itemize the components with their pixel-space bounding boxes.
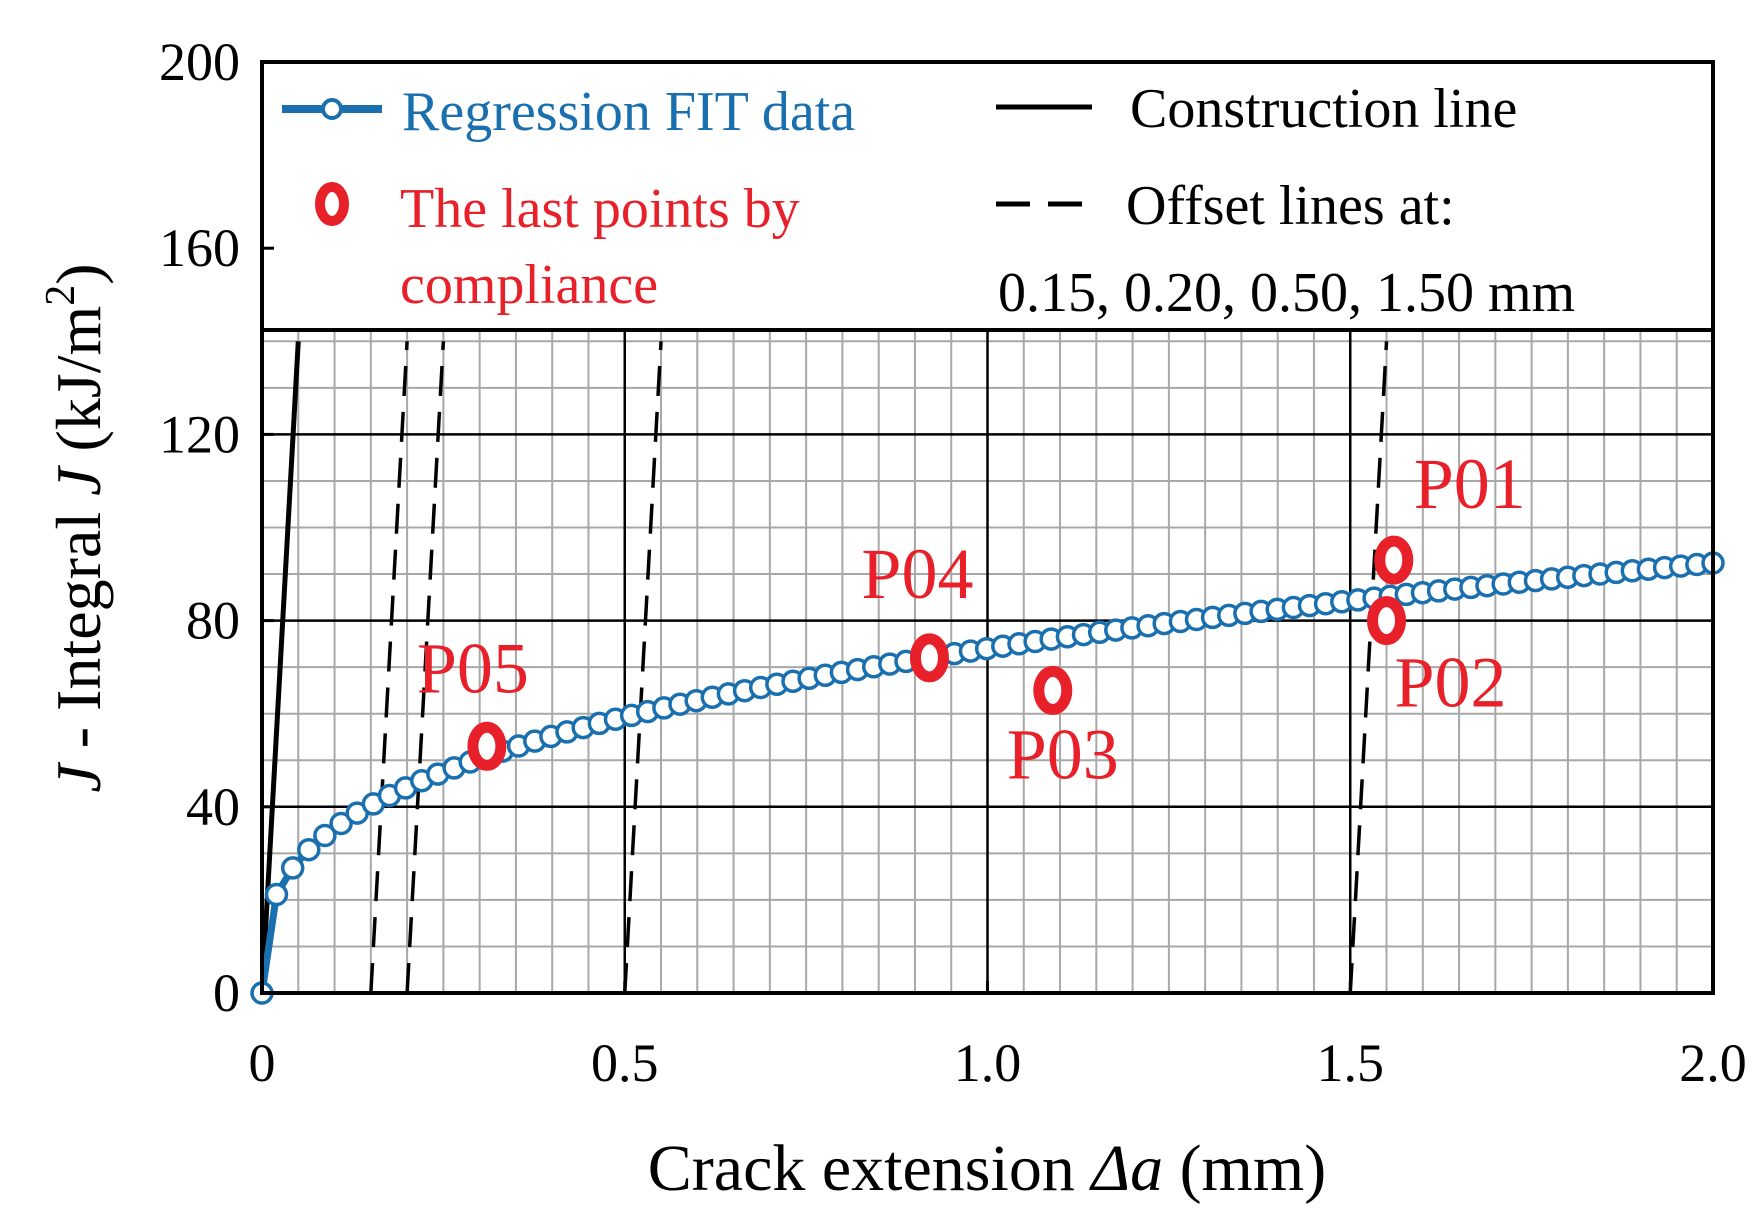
legend-last-points-label-line2: compliance bbox=[400, 254, 658, 316]
construction-line-segment bbox=[259, 341, 301, 994]
legend-offset-values: 0.15, 0.20, 0.50, 1.50 mm bbox=[998, 262, 1575, 324]
y-axis-title-close: ) bbox=[43, 263, 114, 284]
regression-fit-point bbox=[264, 882, 289, 907]
last-point-label-p02: P02 bbox=[1395, 643, 1507, 723]
last-points-series: P01 P02 P03 P04 P05 bbox=[417, 444, 1526, 794]
y-tick-label: 120 bbox=[159, 404, 240, 464]
x-axis-title-suffix: (mm) bbox=[1163, 1132, 1326, 1205]
last-point-marker-p01 bbox=[1374, 535, 1414, 585]
y-tick-label: 0 bbox=[213, 963, 240, 1023]
last-point-label-p03: P03 bbox=[1007, 714, 1119, 794]
legend-regression-marker-icon bbox=[321, 98, 343, 120]
regression-fit-point bbox=[280, 856, 305, 880]
last-point-marker-p02 bbox=[1367, 596, 1407, 646]
legend-last-points-entry: The last points by compliance bbox=[315, 178, 800, 316]
y-axis-title-symbol2: J bbox=[43, 465, 114, 496]
offset-line-0.15 bbox=[369, 341, 409, 994]
x-tick-label: 1.0 bbox=[954, 1033, 1022, 1093]
regression-fit-point bbox=[329, 811, 353, 836]
y-axis-title-unit: (kJ/m bbox=[43, 306, 114, 468]
x-axis-title-symbol: Δa bbox=[1088, 1132, 1163, 1205]
x-axis-ticks: 0 0.5 1.0 1.5 2.0 bbox=[249, 981, 1747, 1093]
last-point-label-p01: P01 bbox=[1414, 444, 1526, 524]
legend-regression-label: Regression FIT data bbox=[402, 81, 855, 143]
legend-offset-label: Offset lines at: bbox=[1126, 175, 1455, 237]
y-axis-title-symbol1: J bbox=[43, 762, 114, 793]
last-point-marker-p03 bbox=[1033, 665, 1073, 715]
last-point-label-p04: P04 bbox=[861, 534, 973, 614]
x-tick-label: 0.5 bbox=[591, 1033, 659, 1093]
regression-fit-series bbox=[250, 551, 1725, 1005]
legend-last-point-marker-icon bbox=[315, 182, 349, 226]
offset-line-1.50 bbox=[1348, 341, 1389, 994]
x-tick-label: 2.0 bbox=[1679, 1033, 1747, 1093]
y-tick-label: 40 bbox=[186, 777, 240, 837]
x-tick-label: 1.5 bbox=[1317, 1033, 1385, 1093]
legend-construction-entry: Construction line bbox=[996, 78, 1517, 140]
x-axis-title-prefix: Crack extension bbox=[648, 1132, 1092, 1205]
offset-line-0.20 bbox=[405, 341, 446, 994]
y-tick-label: 80 bbox=[186, 591, 240, 651]
major-grid bbox=[262, 330, 1713, 993]
minor-grid bbox=[262, 330, 1713, 993]
y-axis-title-middle: - Integral bbox=[43, 496, 114, 764]
y-axis-title-sup: 2 bbox=[38, 285, 84, 306]
regression-fit-point bbox=[297, 837, 321, 862]
y-axis-ticks: 0 40 80 120 160 200 bbox=[159, 32, 274, 1023]
construction-line bbox=[259, 341, 301, 994]
last-point-label-p05: P05 bbox=[417, 628, 529, 708]
x-tick-label: 0 bbox=[249, 1033, 276, 1093]
legend-offset-entry: Offset lines at: 0.15, 0.20, 0.50, 1.50 … bbox=[996, 175, 1575, 324]
last-point-marker-p05 bbox=[467, 721, 507, 771]
legend-regression-entry: Regression FIT data bbox=[282, 81, 855, 143]
y-tick-label: 160 bbox=[159, 218, 240, 278]
y-tick-label: 200 bbox=[159, 32, 240, 92]
regression-fit-point bbox=[313, 823, 337, 848]
legend-box bbox=[262, 62, 1713, 330]
offset-lines bbox=[369, 341, 1389, 994]
x-axis-title: Crack extension Δa (mm) bbox=[648, 1132, 1326, 1205]
legend-construction-label: Construction line bbox=[1130, 78, 1517, 140]
last-point-marker-p04 bbox=[909, 633, 949, 683]
offset-line-0.50 bbox=[623, 341, 663, 994]
legend-last-points-label-line1: The last points by bbox=[400, 178, 800, 240]
y-axis-title: J - Integral J (kJ/m2) bbox=[38, 263, 114, 792]
